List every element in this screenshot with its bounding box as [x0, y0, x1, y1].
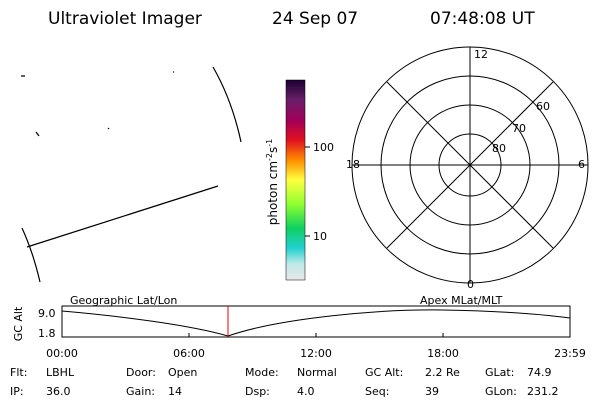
lat-label: 80 — [492, 142, 506, 155]
info-value: Open — [168, 366, 197, 379]
info-value: 4.0 — [297, 385, 315, 398]
mlt-label: 12 — [474, 48, 488, 61]
altitude-curve — [61, 309, 571, 337]
info-value: 74.9 — [527, 366, 552, 379]
polar-grid — [351, 46, 589, 284]
plot-subtitle: Geographic Lat/Lon — [70, 294, 177, 307]
info-label: Door: — [126, 366, 156, 379]
unit-exp: -1 — [265, 139, 274, 147]
unit-exp: -2 — [265, 153, 274, 161]
info-value: 14 — [168, 385, 182, 398]
lat-label: 60 — [536, 100, 550, 113]
date: 24 Sep 07 — [272, 9, 358, 29]
lat-label: 70 — [512, 122, 526, 135]
info-label: Mode: — [245, 366, 279, 379]
mlt-label: 18 — [346, 158, 360, 171]
mlt-label: 0 — [467, 278, 474, 291]
colorbar: 100 10 photon cm-2s-1 — [265, 79, 334, 281]
info-value: 39 — [425, 385, 439, 398]
info-value: 2.2 Re — [425, 366, 460, 379]
info-label: Dsp: — [245, 385, 270, 398]
info-value: Normal — [297, 366, 337, 379]
info-label: GLat: — [485, 366, 514, 379]
y-tick-label: 1.8 — [38, 327, 56, 340]
info-label: GLon: — [485, 385, 517, 398]
unit-text: photon cm — [266, 161, 280, 225]
colorbar-label: photon cm-2s-1 — [265, 139, 280, 226]
title: Ultraviolet Imager — [48, 9, 202, 29]
info-label: Seq: — [365, 385, 389, 398]
x-tick-label: 18:00 — [427, 347, 459, 360]
info-panel: Flt: LBHL Door: Open Mode: Normal GC Alt: 2.2 R… — [10, 366, 559, 398]
x-tick-label: 12:00 — [300, 347, 332, 360]
info-label: Gain: — [126, 385, 155, 398]
info-label: IP: — [10, 385, 24, 398]
colorbar-tick-label: 100 — [313, 141, 334, 154]
x-tick-label: 23:59 — [554, 347, 586, 360]
image-panel — [21, 66, 242, 283]
info-value: LBHL — [46, 366, 75, 379]
unit-text: s — [266, 147, 280, 153]
x-tick-label: 06:00 — [173, 347, 205, 360]
colorbar-tick-label: 10 — [313, 230, 327, 243]
mlt-label: 6 — [578, 158, 585, 171]
x-tick-label: 00:00 — [46, 347, 78, 360]
time: 07:48:08 UT — [430, 9, 535, 29]
y-tick-label: 9.0 — [38, 307, 56, 320]
plot-subtitle: Apex MLat/MLT — [420, 294, 503, 307]
info-label: Flt: — [10, 366, 27, 379]
colorbar-gradient — [285, 79, 306, 281]
info-label: GC Alt: — [365, 366, 403, 379]
info-value: 36.0 — [46, 385, 71, 398]
y-axis-label: GC Alt — [12, 306, 25, 341]
x-ticks — [188, 333, 444, 337]
info-value: 231.2 — [527, 385, 559, 398]
plot-frame — [61, 305, 571, 338]
